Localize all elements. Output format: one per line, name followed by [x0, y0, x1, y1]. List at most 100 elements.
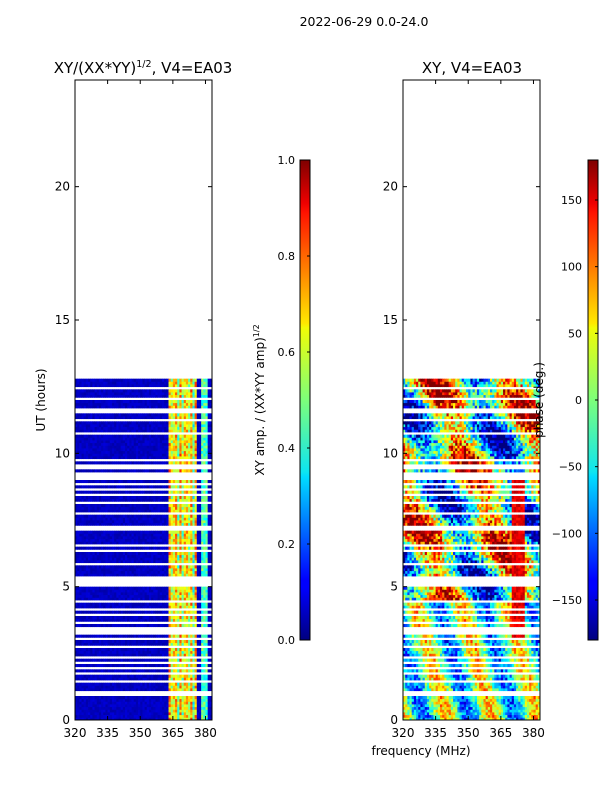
- heatmap-cell: [172, 506, 176, 510]
- heatmap-cell: [111, 712, 115, 716]
- heatmap-cell: [185, 568, 189, 572]
- heatmap-cell: [146, 565, 150, 569]
- heatmap-cell: [122, 554, 126, 558]
- heatmap-cell: [172, 592, 176, 596]
- heatmap-cell: [77, 616, 80, 620]
- heatmap-cell: [190, 605, 193, 609]
- heatmap-cell: [168, 624, 172, 628]
- heatmap-cell: [164, 568, 167, 572]
- heatmap-cell: [114, 560, 117, 564]
- heatmap-cell: [142, 592, 145, 596]
- heatmap-cell: [120, 682, 124, 686]
- heatmap-cell: [116, 610, 119, 614]
- heatmap-cell: [129, 597, 132, 601]
- heatmap-cell: [175, 634, 178, 638]
- heatmap-cell: [96, 682, 100, 686]
- heatmap-cell: [203, 605, 206, 609]
- heatmap-cell: [209, 554, 213, 558]
- heatmap-cell: [140, 616, 143, 620]
- heatmap-cell: [185, 706, 189, 710]
- panel-amplitude-title-exp: 1/2: [136, 59, 151, 70]
- heatmap-cell: [192, 533, 195, 537]
- heatmap-cell: [129, 618, 132, 622]
- heatmap-cell: [131, 557, 135, 561]
- heatmap-cell: [127, 594, 130, 598]
- heatmap-cell: [125, 517, 128, 521]
- heatmap-cell: [181, 696, 185, 700]
- heatmap-cell: [125, 541, 128, 545]
- heatmap-cell: [77, 634, 80, 638]
- heatmap-cell: [155, 570, 159, 574]
- heatmap-cell: [116, 658, 119, 662]
- heatmap-cell: [111, 701, 115, 705]
- heatmap-cell: [79, 658, 82, 662]
- heatmap-cell: [170, 560, 174, 564]
- heatmap-cell: [203, 717, 206, 721]
- heatmap-cell: [185, 624, 189, 628]
- heatmap-cell: [157, 570, 161, 574]
- heatmap-cell: [118, 714, 122, 718]
- heatmap-cell: [107, 640, 111, 644]
- heatmap-cell: [125, 570, 128, 574]
- heatmap-cell: [111, 642, 115, 646]
- heatmap-cell: [155, 589, 159, 593]
- heatmap-cell: [157, 640, 161, 644]
- heatmap-cell: [175, 597, 178, 601]
- heatmap-cell: [120, 517, 124, 521]
- heatmap-cell: [140, 589, 143, 593]
- heatmap-cell: [125, 557, 128, 561]
- heatmap-cell: [157, 704, 161, 708]
- heatmap-cell: [118, 610, 122, 614]
- heatmap-cell: [109, 592, 113, 596]
- heatmap-cell: [114, 714, 117, 718]
- heatmap-cell: [96, 685, 100, 689]
- heatmap-cell: [172, 618, 176, 622]
- heatmap-cell: [111, 605, 115, 609]
- heatmap-cell: [142, 648, 145, 652]
- heatmap-cell: [188, 597, 191, 601]
- heatmap-cell: [183, 610, 187, 614]
- heatmap-cell: [101, 520, 104, 524]
- heatmap-cell: [81, 685, 85, 689]
- heatmap-cell: [205, 538, 209, 542]
- heatmap-cell: [83, 610, 87, 614]
- heatmap-cell: [203, 650, 206, 654]
- heatmap-cell: [107, 573, 111, 577]
- heatmap-cell: [135, 674, 139, 678]
- heatmap-cell: [77, 658, 80, 662]
- heatmap-cell: [190, 517, 193, 521]
- heatmap-cell: [170, 546, 174, 550]
- heatmap-cell: [94, 698, 98, 702]
- heatmap-cell: [77, 586, 80, 590]
- heatmap-cell: [196, 642, 200, 646]
- heatmap-cell: [114, 706, 117, 710]
- heatmap-cell: [81, 624, 85, 628]
- heatmap-cell: [98, 714, 102, 718]
- heatmap-cell: [120, 530, 124, 534]
- heatmap-cell: [164, 565, 167, 569]
- heatmap-cell: [127, 522, 130, 526]
- heatmap-cell: [109, 570, 113, 574]
- heatmap-cell: [209, 634, 213, 638]
- heatmap-cell: [175, 530, 178, 534]
- heatmap-cell: [166, 610, 169, 614]
- heatmap-cell: [209, 696, 213, 700]
- heatmap-cell: [125, 538, 128, 542]
- heatmap-cell: [90, 554, 93, 558]
- heatmap-cell: [79, 589, 82, 593]
- heatmap-cell: [166, 586, 169, 590]
- heatmap-cell: [144, 557, 148, 561]
- heatmap-cell: [209, 506, 213, 510]
- heatmap-cell: [203, 554, 206, 558]
- heatmap-cell: [105, 616, 109, 620]
- heatmap-cell: [90, 664, 93, 668]
- heatmap-cell: [146, 610, 150, 614]
- heatmap-cell: [192, 709, 195, 713]
- heatmap-cell: [207, 701, 211, 705]
- heatmap-cell: [90, 653, 93, 657]
- heatmap-cell: [172, 650, 176, 654]
- heatmap-cell: [161, 698, 165, 702]
- heatmap-cell: [159, 618, 163, 622]
- heatmap-cell: [88, 610, 91, 614]
- heatmap-cell: [151, 514, 154, 518]
